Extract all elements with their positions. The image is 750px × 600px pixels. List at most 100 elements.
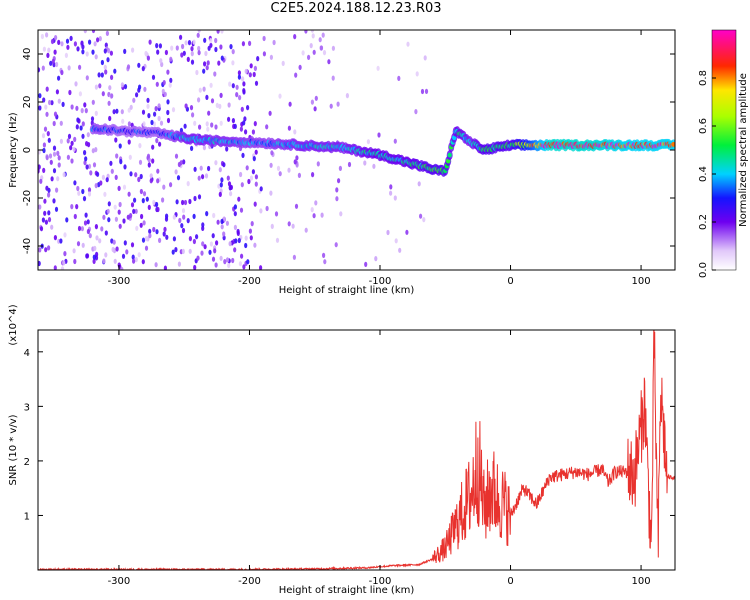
noise-point <box>203 37 207 43</box>
noise-point <box>106 57 110 63</box>
noise-point <box>146 153 151 159</box>
noise-point <box>155 81 159 87</box>
noise-point <box>310 30 314 33</box>
noise-point <box>92 254 96 260</box>
noise-point <box>83 102 87 108</box>
noise-point <box>364 261 368 267</box>
noise-point <box>319 45 324 51</box>
noise-point <box>158 43 162 49</box>
noise-point <box>214 124 218 130</box>
noise-point <box>73 41 77 47</box>
noise-point <box>45 185 49 191</box>
noise-point <box>262 35 266 42</box>
noise-point <box>265 124 269 130</box>
noise-point <box>70 104 74 110</box>
y-tick-label: 4 <box>24 348 30 359</box>
noise-point <box>144 50 148 57</box>
noise-point <box>114 216 118 222</box>
noise-point <box>97 72 101 78</box>
noise-point <box>182 214 186 220</box>
noise-point <box>94 224 98 230</box>
noise-point <box>157 103 161 109</box>
noise-point <box>292 254 296 260</box>
noise-point <box>138 84 142 90</box>
noise-point <box>219 92 223 98</box>
noise-point <box>45 111 49 117</box>
noise-point <box>108 85 112 91</box>
noise-point <box>222 231 226 237</box>
noise-point <box>331 75 335 81</box>
noise-point <box>251 129 255 135</box>
noise-point <box>138 159 143 165</box>
noise-point <box>57 155 61 161</box>
noise-point <box>107 201 111 207</box>
noise-point <box>366 139 370 145</box>
noise-point <box>256 56 260 62</box>
noise-point <box>38 67 41 73</box>
noise-point <box>102 214 106 220</box>
noise-point <box>220 224 224 230</box>
noise-point <box>110 168 114 174</box>
noise-point <box>423 55 427 61</box>
noise-point <box>334 242 338 248</box>
noise-point <box>110 93 114 99</box>
noise-point <box>172 214 176 220</box>
noise-point <box>233 123 237 129</box>
noise-point <box>182 50 186 56</box>
noise-point <box>240 106 244 112</box>
noise-point <box>152 121 156 127</box>
noise-point <box>424 88 429 94</box>
noise-point <box>75 105 79 111</box>
noise-point <box>83 160 87 166</box>
noise-point <box>244 235 248 241</box>
noise-point <box>65 38 70 44</box>
noise-point <box>233 211 237 217</box>
noise-point <box>295 155 299 161</box>
noise-point <box>192 213 196 219</box>
noise-point <box>69 35 73 42</box>
noise-point <box>318 37 322 43</box>
noise-point <box>67 133 72 139</box>
noise-point <box>155 229 159 235</box>
noise-point <box>59 120 63 126</box>
noise-point <box>214 262 218 268</box>
noise-point <box>110 238 114 244</box>
noise-point <box>53 265 57 270</box>
noise-point <box>118 201 122 208</box>
noise-point <box>94 54 98 60</box>
noise-point <box>386 229 390 236</box>
noise-point <box>197 45 201 52</box>
noise-point <box>227 116 231 122</box>
noise-point <box>335 196 339 202</box>
noise-point <box>113 204 117 210</box>
noise-point <box>321 32 325 38</box>
noise-point <box>159 58 163 64</box>
noise-point <box>156 178 160 184</box>
noise-point <box>47 217 52 223</box>
noise-point <box>118 223 122 229</box>
noise-point <box>304 30 308 34</box>
noise-point <box>215 240 219 246</box>
noise-point <box>312 49 316 55</box>
noise-point <box>166 99 170 105</box>
noise-point <box>131 47 135 53</box>
noise-point <box>288 101 292 107</box>
noise-point <box>146 55 150 61</box>
noise-point <box>234 238 238 244</box>
noise-point <box>180 52 184 58</box>
noise-point <box>119 159 123 165</box>
noise-point <box>130 242 135 248</box>
noise-point <box>207 110 211 116</box>
noise-point <box>123 240 127 246</box>
noise-point <box>91 49 95 55</box>
x-axis-label: Height of straight line (km) <box>279 585 415 596</box>
noise-point <box>314 200 318 206</box>
noise-point <box>197 50 201 56</box>
noise-point <box>278 171 282 177</box>
noise-point <box>81 49 85 55</box>
noise-point <box>113 68 117 74</box>
noise-point <box>206 60 210 66</box>
noise-point <box>67 65 71 71</box>
noise-point <box>312 213 316 219</box>
